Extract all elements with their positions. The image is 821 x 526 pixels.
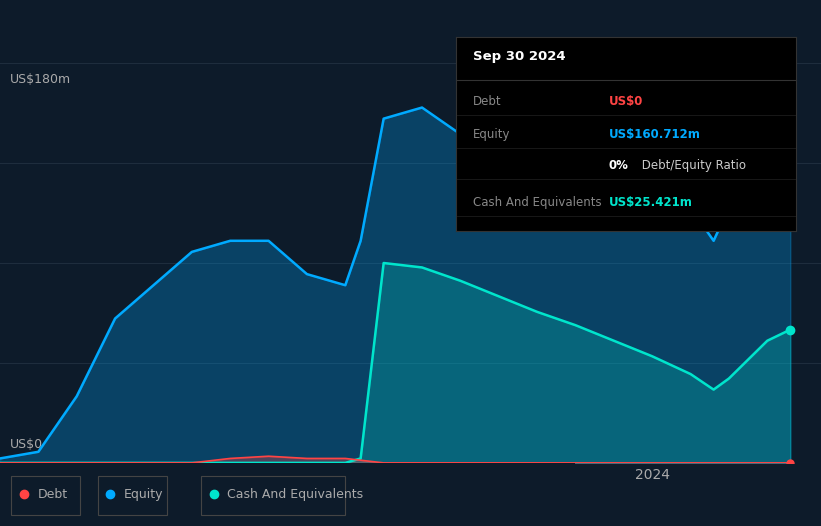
Text: US$180m: US$180m (10, 73, 71, 86)
Text: Cash And Equivalents: Cash And Equivalents (227, 488, 363, 501)
Text: US$0: US$0 (609, 95, 644, 108)
Text: US$160.712m: US$160.712m (609, 128, 701, 141)
Text: Equity: Equity (124, 488, 163, 501)
Text: Debt: Debt (38, 488, 67, 501)
Text: Debt: Debt (473, 95, 502, 108)
Text: US$0: US$0 (10, 438, 43, 451)
Text: 0%: 0% (609, 159, 629, 173)
Text: Equity: Equity (473, 128, 510, 141)
Text: US$25.421m: US$25.421m (609, 196, 693, 209)
Text: Cash And Equivalents: Cash And Equivalents (473, 196, 601, 209)
Text: Sep 30 2024: Sep 30 2024 (473, 50, 566, 64)
Text: Debt/Equity Ratio: Debt/Equity Ratio (638, 159, 746, 173)
